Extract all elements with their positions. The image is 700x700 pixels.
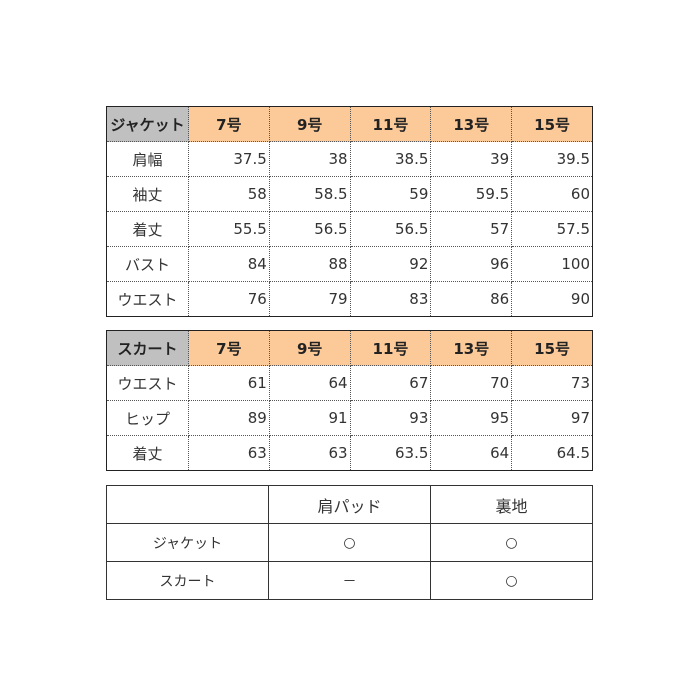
row-label: ウエスト — [106, 365, 189, 401]
features-table: 肩パッド 裏地 ジャケット ○ ○ スカート－ ○ — [106, 485, 593, 600]
table-row: 着丈 63 63 63.5 64 64.5 — [106, 435, 593, 471]
measurement-cell: 91 — [268, 400, 351, 436]
measurement-cell: 97 — [511, 400, 593, 436]
size-header: 13号 — [430, 330, 513, 366]
table-row: スカート－ ○ — [106, 561, 593, 600]
measurement-cell: 70 — [430, 365, 513, 401]
header-row: スカート 7号 9号 11号 13号 15号 — [106, 330, 593, 366]
row-label: 着丈 — [106, 211, 189, 247]
measurement-cell: 38 — [268, 141, 351, 177]
measurement-cell: 67 — [349, 365, 432, 401]
skirt-size-table: スカート 7号 9号 11号 13号 15号 ウエスト 61 64 67 70 73 ヒップ 89 91 93… — [106, 330, 593, 471]
measurement-cell: 56.5 — [349, 211, 432, 247]
row-label: ジャケット — [106, 523, 269, 562]
measurement-cell: 37.5 — [188, 141, 270, 177]
column-header: 肩パッド — [268, 485, 431, 524]
size-header: 7号 — [188, 330, 270, 366]
column-header: 裏地 — [430, 485, 593, 524]
row-label: ヒップ — [106, 400, 189, 436]
table-row: ジャケット ○ ○ — [106, 523, 593, 562]
measurement-cell: 88 — [268, 246, 351, 282]
feature-cell: ○ — [430, 561, 593, 600]
measurement-cell: 95 — [430, 400, 513, 436]
measurement-cell: 93 — [349, 400, 432, 436]
measurement-cell: 38.5 — [349, 141, 432, 177]
measurement-cell: 90 — [511, 281, 593, 317]
jacket-size-table: ジャケット 7号 9号 11号 13号 15号 肩幅 37.5 38 38.5 39 39.5 袖丈 58… — [106, 106, 593, 317]
measurement-cell: 55.5 — [188, 211, 270, 247]
row-label: スカート — [106, 561, 269, 600]
measurement-cell: 63.5 — [349, 435, 432, 471]
size-header: 9号 — [268, 330, 351, 366]
measurement-cell: 64.5 — [511, 435, 593, 471]
measurement-cell: 84 — [188, 246, 270, 282]
size-header: 15号 — [511, 330, 593, 366]
measurement-cell: 60 — [511, 176, 593, 212]
column-header — [106, 485, 269, 524]
table-row: 袖丈 58 58.5 59 59.5 60 — [106, 176, 593, 212]
feature-cell: ○ — [430, 523, 593, 562]
size-header: 11号 — [349, 106, 432, 142]
measurement-cell: 64 — [268, 365, 351, 401]
header-row: ジャケット 7号 9号 11号 13号 15号 — [106, 106, 593, 142]
table-row: ヒップ 89 91 93 95 97 — [106, 400, 593, 436]
measurement-cell: 61 — [188, 365, 270, 401]
measurement-cell: 56.5 — [268, 211, 351, 247]
table-row: 着丈 55.5 56.5 56.5 57 57.5 — [106, 211, 593, 247]
measurement-cell: 96 — [430, 246, 513, 282]
table-row: バスト 84 88 92 96 100 — [106, 246, 593, 282]
measurement-cell: 58.5 — [268, 176, 351, 212]
row-label: ウエスト — [106, 281, 189, 317]
table-row: ウエスト 61 64 67 70 73 — [106, 365, 593, 401]
measurement-cell: 59 — [349, 176, 432, 212]
row-label: 袖丈 — [106, 176, 189, 212]
size-header: 15号 — [511, 106, 593, 142]
measurement-cell: 73 — [511, 365, 593, 401]
measurement-cell: 63 — [188, 435, 270, 471]
measurement-cell: 79 — [268, 281, 351, 317]
measurement-cell: 57 — [430, 211, 513, 247]
corner-header: スカート — [106, 330, 189, 366]
measurement-cell: 100 — [511, 246, 593, 282]
measurement-cell: 83 — [349, 281, 432, 317]
feature-cell: ○ — [268, 523, 431, 562]
header-row: 肩パッド 裏地 — [106, 485, 593, 524]
measurement-cell: 58 — [188, 176, 270, 212]
corner-header: ジャケット — [106, 106, 189, 142]
measurement-cell: 39.5 — [511, 141, 593, 177]
table-row: ウエスト 76 79 83 86 90 — [106, 281, 593, 317]
measurement-cell: 92 — [349, 246, 432, 282]
measurement-cell: 59.5 — [430, 176, 513, 212]
row-label: 肩幅 — [106, 141, 189, 177]
measurement-cell: 57.5 — [511, 211, 593, 247]
size-header: 13号 — [430, 106, 513, 142]
measurement-cell: 64 — [430, 435, 513, 471]
feature-cell: － — [268, 561, 431, 600]
measurement-cell: 89 — [188, 400, 270, 436]
table-row: 肩幅 37.5 38 38.5 39 39.5 — [106, 141, 593, 177]
measurement-cell: 63 — [268, 435, 351, 471]
measurement-cell: 76 — [188, 281, 270, 317]
row-label: バスト — [106, 246, 189, 282]
measurement-cell: 86 — [430, 281, 513, 317]
size-header: 9号 — [268, 106, 351, 142]
size-header: 7号 — [188, 106, 270, 142]
measurement-cell: 39 — [430, 141, 513, 177]
row-label: 着丈 — [106, 435, 189, 471]
size-header: 11号 — [349, 330, 432, 366]
